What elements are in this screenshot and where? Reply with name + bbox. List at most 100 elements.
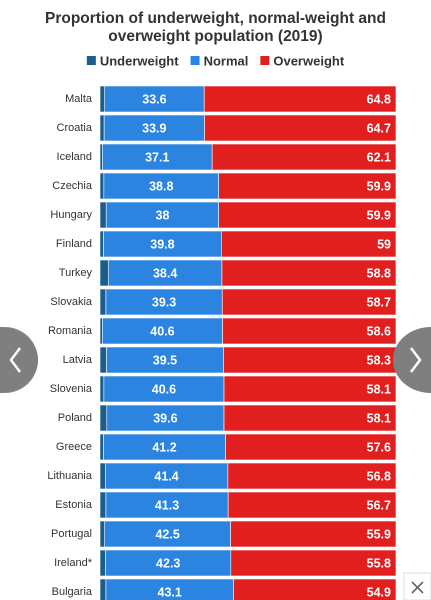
bar-segment [99,520,106,548]
category-label: Estonia [55,499,93,511]
bar-segment [203,85,397,113]
value-label: 37.1 [145,150,169,164]
category-label: Lithuania [47,470,93,482]
bar-segment [223,346,397,374]
bar-segment [99,404,108,432]
value-label: 58.1 [367,411,391,425]
bar-segment [99,462,106,490]
category-label: Greece [56,441,92,453]
bar-segment [107,259,223,287]
bar-segment [103,230,222,258]
value-label: 59 [377,237,391,251]
value-label: 40.6 [152,382,176,396]
value-label: 56.7 [367,498,391,512]
bar-segment [225,433,397,461]
bar-segment [227,491,397,519]
bar-segment [221,259,397,287]
bar-segment [99,549,106,577]
value-label: 55.8 [367,556,391,570]
legend-label: Overweight [273,53,344,68]
value-label: 59.9 [367,208,391,222]
value-label: 38.4 [153,266,177,280]
value-label: 55.9 [367,527,391,541]
bar-segment [103,114,205,142]
bar-segment [99,114,105,142]
bar-segment [105,491,229,519]
bar-segment [102,317,223,345]
value-label: 39.8 [150,237,174,251]
value-label: 59.9 [367,179,391,193]
category-label: Slovakia [50,296,92,308]
value-label: 39.3 [152,295,176,309]
category-label: Latvia [63,354,93,366]
value-label: 42.5 [155,527,179,541]
bar-segment [230,520,397,548]
value-label: 62.1 [367,150,391,164]
bar-segment [106,346,224,374]
value-label: 38 [156,208,170,222]
legend-label: Underweight [100,53,179,68]
category-label: Portugal [51,528,92,540]
value-label: 41.3 [155,498,179,512]
bar-segment [105,201,219,229]
bar-segment [103,433,226,461]
value-label: 56.8 [367,469,391,483]
bar-segment [99,259,109,287]
value-label: 41.4 [154,469,178,483]
bar-segment [99,491,107,519]
value-label: 43.1 [158,585,182,599]
category-label: Romania [48,325,93,337]
bar-segment [105,462,229,490]
bar-segment [204,114,397,142]
category-label: Croatia [57,122,93,134]
bar-segment [233,578,397,600]
legend-swatch [190,56,200,65]
value-label: 33.9 [142,121,166,135]
value-label: 58.8 [367,266,391,280]
category-label: Hungary [50,209,92,221]
bar-segment [99,85,106,113]
value-label: 39.6 [153,411,177,425]
bar-segment [102,143,213,171]
bar-segment [99,230,104,258]
bar-segment [221,288,397,316]
bar-segment [99,375,105,403]
category-label: Czechia [52,180,93,192]
chart-title: Proportion of underweight, normal-weight… [45,10,386,45]
bar-segment [99,172,105,200]
value-label: 38.8 [149,179,173,193]
category-label: Bulgaria [52,586,93,598]
bar-segment [99,143,103,171]
bar-segment [99,317,103,345]
category-label: Slovenia [50,383,93,395]
legend-swatch [86,56,96,65]
bar-segment [218,201,397,229]
bar-segment [222,317,397,345]
value-label: 58.1 [367,382,391,396]
bar-segment [211,143,397,171]
value-label: 54.9 [367,585,391,599]
category-label: Poland [58,412,92,424]
bar-segment [99,433,104,461]
bar-segment [99,578,107,600]
legend-label: Normal [204,53,249,68]
bar-segment [106,404,225,432]
bar-segment [105,549,232,577]
category-label: Finland [56,238,92,250]
bar-segment [104,85,205,113]
bar-segment [105,288,223,316]
category-label: Malta [65,93,93,105]
bar-segment [230,549,397,577]
bar-segment [103,172,219,200]
value-label: 57.6 [367,440,391,454]
category-label: Iceland [57,151,92,163]
value-label: 58.7 [367,295,391,309]
bar-segment [99,346,107,374]
value-label: 42.3 [156,556,180,570]
bar-segment [227,462,397,490]
bar-segment [221,230,397,258]
value-label: 33.6 [142,92,166,106]
value-label: 58.6 [367,324,391,338]
